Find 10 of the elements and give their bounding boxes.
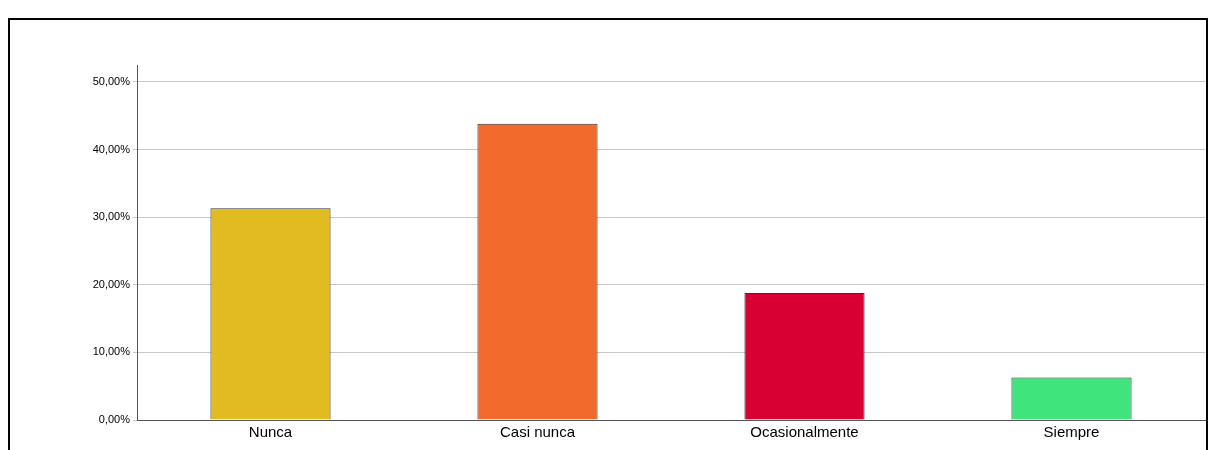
x-tick-label: Casi nunca bbox=[499, 423, 576, 441]
y-tick-label: 0,00% bbox=[98, 413, 131, 426]
x-tick-label: Ocasionalmente bbox=[750, 423, 859, 441]
y-tick-label: 10,00% bbox=[92, 345, 131, 358]
x-tick-label: Siempre bbox=[1043, 423, 1100, 441]
x-tick-label: Nunca bbox=[248, 423, 293, 441]
y-tick-label: 50,00% bbox=[92, 74, 131, 87]
y-tick-label: 30,00% bbox=[92, 210, 131, 223]
y-tick-label: 20,00% bbox=[92, 277, 131, 290]
y-tick-label: 40,00% bbox=[92, 142, 131, 155]
